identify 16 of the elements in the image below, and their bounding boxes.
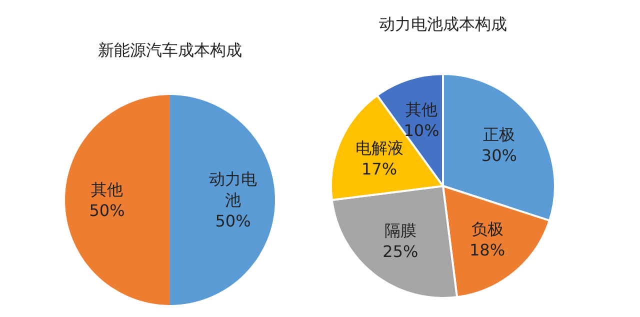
data-label: 18% <box>469 240 506 260</box>
slice-label: 正极 <box>483 125 516 144</box>
data-label: 50% <box>89 201 125 220</box>
slice-label: 其他 <box>91 180 123 199</box>
data-label: 10% <box>404 120 440 140</box>
slice-label: 负极 <box>471 220 504 239</box>
chart-title: 新能源汽车成本构成 <box>98 40 242 60</box>
chart-title: 动力电池成本构成 <box>379 14 507 34</box>
data-label: 50% <box>215 212 251 230</box>
slice-label: 电解液 <box>355 138 404 158</box>
data-label: 30% <box>481 146 517 166</box>
slice-label: 动力电池 <box>209 170 257 210</box>
slice-label: 其他 <box>406 100 438 119</box>
data-label: 17% <box>361 159 398 178</box>
data-label: 25% <box>382 242 418 261</box>
slice-label: 隔膜 <box>384 220 416 240</box>
